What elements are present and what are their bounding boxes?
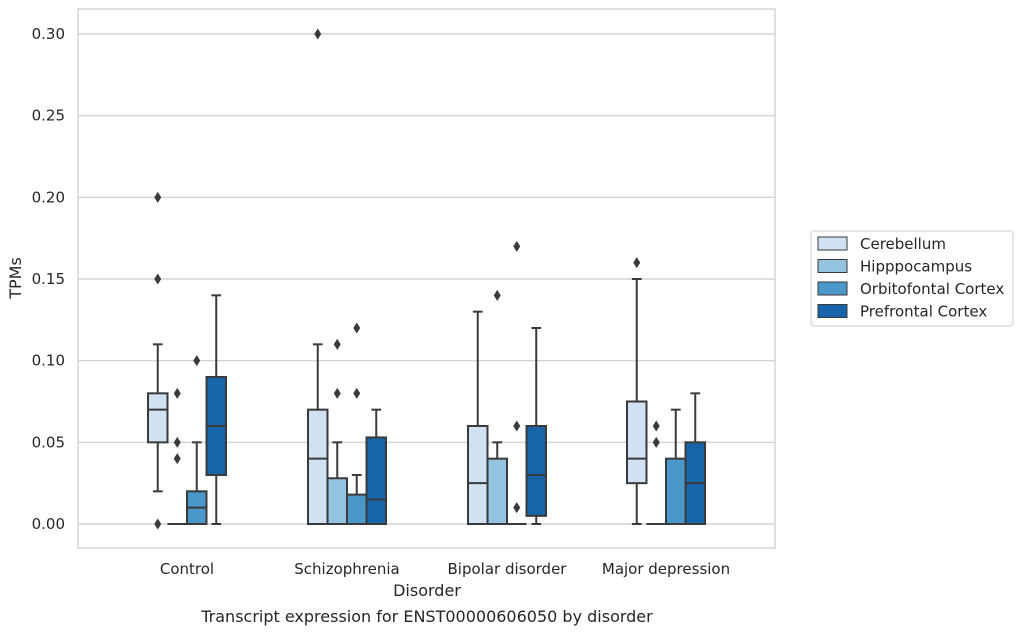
outlier-point	[333, 338, 341, 350]
outlier-point	[193, 355, 201, 367]
box-group	[665, 408, 687, 525]
outlier-point	[333, 387, 341, 399]
box-group	[167, 387, 187, 525]
legend-swatch	[817, 281, 848, 296]
x-tick-label: Control	[160, 560, 214, 578]
box-group	[326, 338, 348, 525]
box	[525, 425, 547, 517]
y-tick-label: 0.00	[32, 515, 65, 533]
x-tick-label: Schizophrenia	[294, 560, 399, 578]
x-tick-label: Major depression	[602, 560, 730, 578]
box-group	[486, 289, 508, 525]
y-tick-label: 0.30	[32, 25, 65, 43]
legend: Cerebellum Hipppocampus Orbitofontal Corte…	[810, 230, 1014, 327]
box	[307, 408, 329, 525]
outlier-point	[173, 387, 181, 399]
outlier-point	[493, 289, 501, 301]
legend-label: Cerebellum	[860, 235, 946, 253]
box-group	[626, 257, 648, 525]
box-group	[346, 322, 368, 526]
outlier-point	[173, 453, 181, 465]
box-group	[467, 310, 489, 525]
y-axis-label: TPMs	[6, 257, 25, 300]
outlier-point	[173, 436, 181, 448]
box-group	[507, 240, 527, 525]
legend-swatch	[817, 236, 848, 251]
legend-label: Hipppocampus	[860, 258, 972, 276]
box	[346, 493, 368, 526]
box	[147, 392, 169, 444]
outlier-point	[353, 387, 361, 399]
outlier-point	[154, 518, 162, 530]
plot-area-frame	[77, 8, 776, 549]
outlier-point	[154, 273, 162, 285]
y-tick-label: 0.10	[32, 352, 65, 370]
legend-swatch	[817, 259, 848, 273]
box-group	[147, 191, 169, 530]
outlier-point	[353, 322, 361, 334]
legend-swatch	[817, 304, 848, 318]
box	[486, 457, 508, 525]
outlier-point	[513, 420, 521, 432]
chart-caption: Transcript expression for ENST0000060605…	[200, 607, 653, 626]
box-group	[186, 355, 208, 526]
y-tick-label: 0.20	[32, 188, 65, 206]
box	[665, 457, 687, 525]
box-group	[307, 28, 329, 525]
outlier-point	[513, 240, 521, 252]
box-group	[684, 392, 706, 526]
box	[365, 436, 387, 525]
legend-label: Orbitofontal Cortex	[860, 280, 1004, 298]
box	[626, 400, 648, 485]
outlier-point	[652, 436, 660, 448]
box-marks	[147, 28, 706, 530]
y-tick-label: 0.05	[32, 433, 65, 451]
outlier-point	[513, 502, 521, 514]
outlier-point	[652, 420, 660, 432]
box-group	[646, 420, 666, 525]
box-group	[365, 408, 387, 525]
x-tick-labels: Control Schizophrenia Bipolar disorder Majo…	[160, 560, 730, 578]
y-tick-labels: 0.00 0.05 0.10 0.15 0.20 0.25 0.30	[32, 25, 65, 533]
y-tick-label: 0.15	[32, 270, 65, 288]
x-axis-label: Disorder	[393, 581, 461, 600]
box-group	[205, 294, 227, 525]
legend-label: Prefrontal Cortex	[860, 303, 987, 321]
x-tick-label: Bipolar disorder	[448, 560, 568, 578]
box	[326, 477, 348, 525]
legend-frame	[810, 230, 1014, 327]
outlier-point	[633, 257, 641, 269]
box	[467, 425, 489, 525]
box-group	[525, 327, 547, 525]
gridlines	[78, 33, 775, 525]
outlier-point	[314, 28, 322, 40]
outlier-point	[154, 191, 162, 203]
y-tick-label: 0.25	[32, 107, 65, 125]
